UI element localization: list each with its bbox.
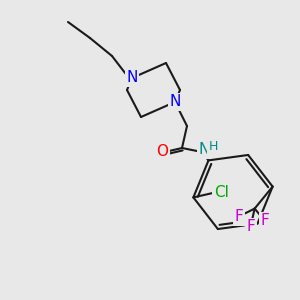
Text: O: O [156,145,168,160]
Text: H: H [208,140,218,154]
Text: F: F [234,209,243,224]
Text: N: N [126,70,138,86]
Text: F: F [246,219,255,234]
Text: F: F [260,213,269,228]
Text: Cl: Cl [214,185,229,200]
Text: N: N [169,94,181,110]
Text: N: N [198,142,210,158]
